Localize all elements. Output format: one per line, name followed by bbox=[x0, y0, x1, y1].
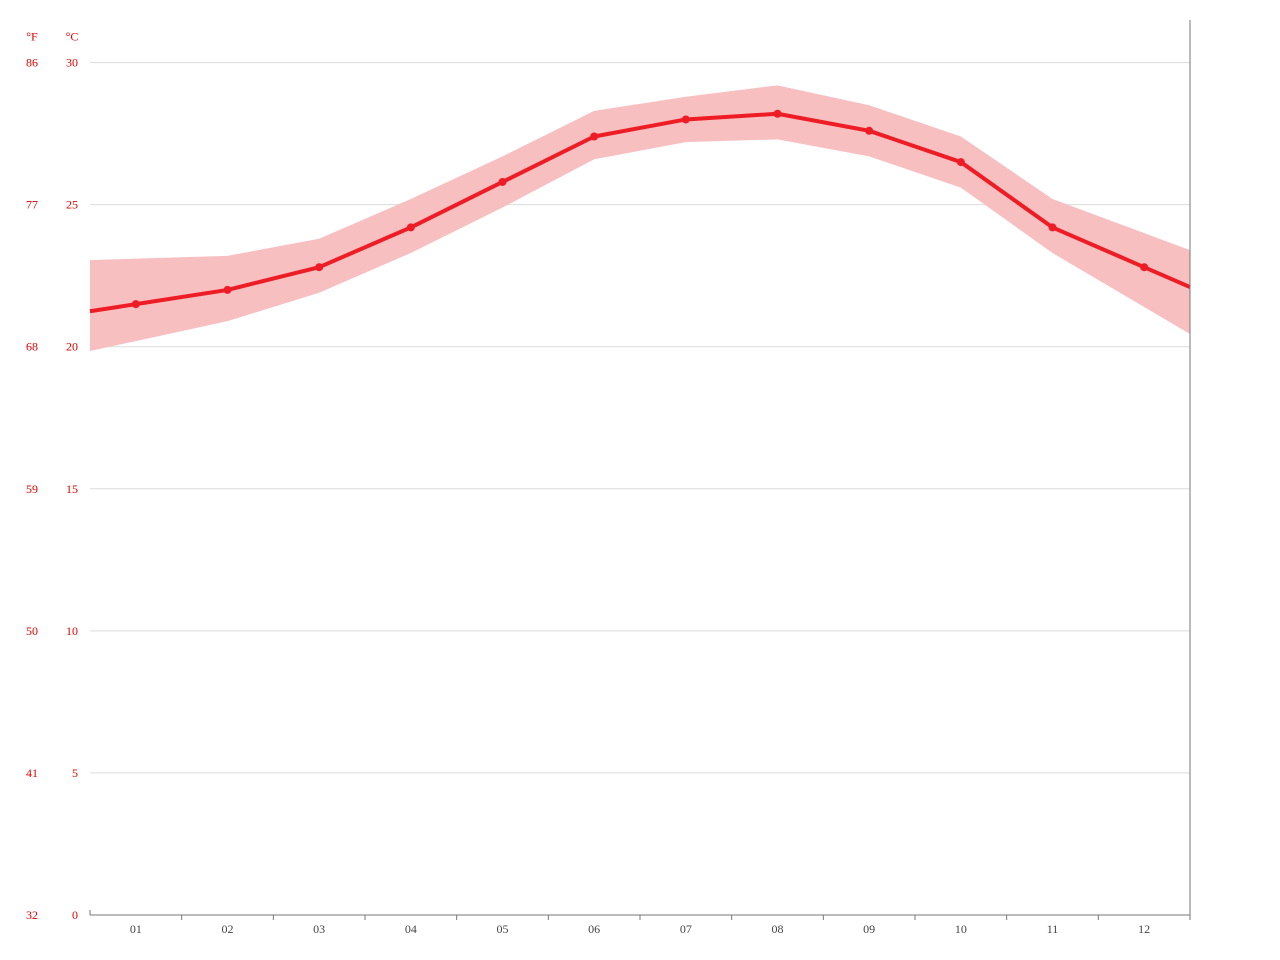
y-tick-label-c: 15 bbox=[66, 482, 78, 496]
x-tick-label: 03 bbox=[313, 922, 325, 936]
mean-marker bbox=[682, 115, 690, 123]
y-tick-label-f: 86 bbox=[26, 56, 38, 70]
y-tick-label-f: 59 bbox=[26, 482, 38, 496]
y-tick-label-f: 32 bbox=[26, 908, 38, 922]
x-tick-label: 12 bbox=[1138, 922, 1150, 936]
temperature-chart: 01 02 03 04 05 06 07 08 09 10 11 12 0 32 5 41 10 50 15 59 20… bbox=[0, 0, 1280, 960]
y-tick-label-c: 25 bbox=[66, 198, 78, 212]
y-tick-label-c: 10 bbox=[66, 624, 78, 638]
mean-marker bbox=[865, 127, 873, 135]
x-tick-label: 10 bbox=[955, 922, 967, 936]
x-tick-label: 11 bbox=[1047, 922, 1059, 936]
mean-marker bbox=[132, 300, 140, 308]
x-tick-label: 04 bbox=[405, 922, 417, 936]
chart-svg: 01 02 03 04 05 06 07 08 09 10 11 12 0 32 5 41 10 50 15 59 20… bbox=[0, 0, 1280, 960]
x-tick-label: 06 bbox=[588, 922, 600, 936]
x-tick-label: 01 bbox=[130, 922, 142, 936]
mean-marker bbox=[590, 132, 598, 140]
x-tick-label: 05 bbox=[497, 922, 509, 936]
y-tick-label-f: 41 bbox=[26, 766, 38, 780]
mean-marker bbox=[957, 158, 965, 166]
y-tick-label-c: 5 bbox=[72, 766, 78, 780]
mean-marker bbox=[407, 223, 415, 231]
mean-marker bbox=[1140, 263, 1148, 271]
unit-label-f: °F bbox=[26, 30, 38, 44]
mean-marker bbox=[1049, 223, 1057, 231]
mean-marker bbox=[315, 263, 323, 271]
y-tick-label-f: 77 bbox=[26, 198, 38, 212]
x-tick-label: 09 bbox=[863, 922, 875, 936]
unit-label-c: °C bbox=[66, 30, 79, 44]
x-tick-label: 02 bbox=[222, 922, 234, 936]
mean-marker bbox=[499, 178, 507, 186]
x-tick-label: 08 bbox=[772, 922, 784, 936]
x-tick-label: 07 bbox=[680, 922, 692, 936]
range-band bbox=[90, 85, 1190, 351]
y-tick-label-c: 0 bbox=[72, 908, 78, 922]
y-tick-label-c: 20 bbox=[66, 340, 78, 354]
y-tick-label-c: 30 bbox=[66, 56, 78, 70]
mean-marker bbox=[224, 286, 232, 294]
y-tick-label-f: 68 bbox=[26, 340, 38, 354]
y-tick-label-f: 50 bbox=[26, 624, 38, 638]
mean-marker bbox=[774, 110, 782, 118]
